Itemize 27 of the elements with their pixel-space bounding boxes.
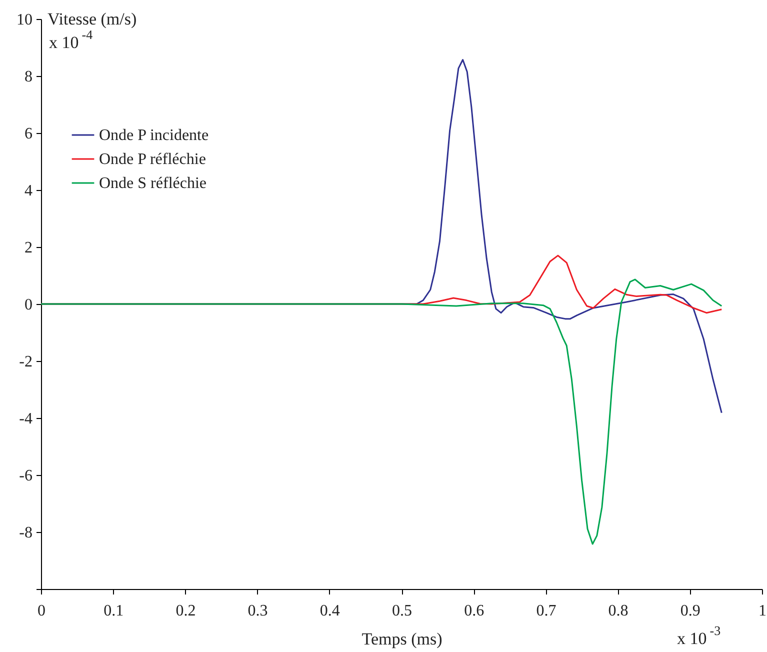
x-tick-label: 0.6: [464, 602, 484, 620]
legend-label: Onde S réfléchie: [99, 175, 207, 192]
x-axis-title: Temps (ms): [362, 630, 442, 648]
x-tick-label: 0: [38, 602, 46, 620]
x-tick-label: 0.4: [320, 602, 340, 620]
legend-label: Onde P incidente: [99, 127, 209, 144]
x-tick-label: 0.9: [680, 602, 700, 620]
y-tick-label: 10: [16, 12, 32, 28]
y-tick-label: 6: [24, 126, 32, 142]
x-tick-label: 0.8: [608, 602, 628, 620]
y-tick-label: -4: [19, 410, 32, 428]
x-tick-label: 0.2: [176, 602, 196, 620]
legend-label: Onde P réfléchie: [99, 151, 206, 168]
x-tick-label: 0.1: [104, 602, 124, 620]
y-axis-title: Vitesse (m/s): [48, 10, 137, 28]
y-tick-label: -8: [19, 524, 32, 542]
y-tick-label: 8: [24, 68, 32, 86]
x-tick-label: 0.3: [248, 602, 268, 620]
y-tick-label: -6: [19, 468, 32, 484]
y-tick-label: 0: [24, 296, 32, 314]
x-tick-label: 0.7: [536, 602, 556, 620]
y-tick-label: 4: [24, 182, 32, 200]
y-tick-label: -2: [19, 354, 32, 370]
x-tick-label: 1: [758, 602, 766, 620]
y-tick-label: 2: [24, 240, 32, 256]
line-series: [40, 278, 722, 545]
x-tick-label: 0.5: [392, 602, 412, 620]
